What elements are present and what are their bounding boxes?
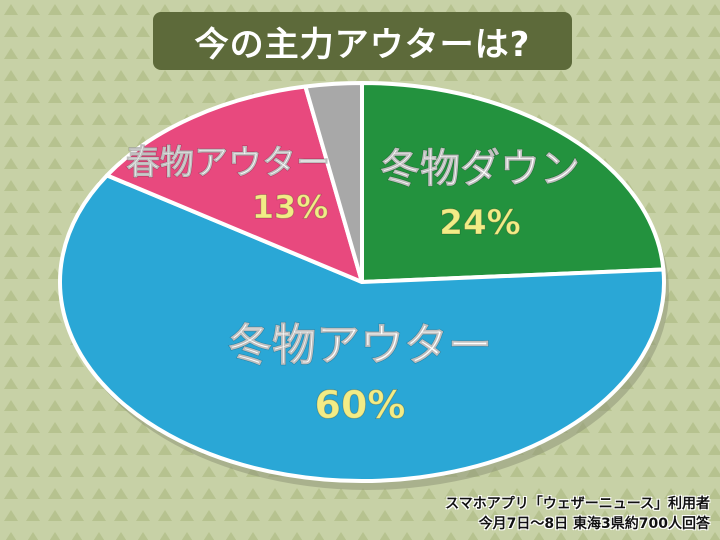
slice-value-2: 60%: [315, 383, 406, 427]
source-line-1: スマホアプリ「ウェザーニュース」利用者: [445, 496, 710, 512]
slice-value-3: 13%: [252, 188, 329, 226]
chart-title: 今の主力アウターは?: [194, 24, 531, 65]
pie-slice-1: [360, 81, 666, 284]
title-banner: 今の主力アウターは?: [153, 12, 572, 70]
pie-slice-4: [303, 80, 364, 284]
slice-value-1: 24%: [439, 203, 520, 243]
pie-labels: 冬物ダウン 24% 冬物アウター 60% 春物アウター 13%: [126, 143, 581, 428]
pie-slice-3: [105, 84, 364, 284]
slice-label-2: 冬物アウター: [228, 320, 492, 371]
slice-label-3: 春物アウター: [126, 143, 330, 183]
source-note: スマホアプリ「ウェザーニュース」利用者 今月7日～8日 東海3県約700人回答: [445, 494, 710, 534]
pie-slices: [58, 80, 669, 490]
pie-slice-2: [58, 173, 666, 483]
source-line-2: 今月7日～8日 東海3県約700人回答: [478, 516, 710, 532]
slice-label-1: 冬物ダウン: [380, 146, 580, 192]
